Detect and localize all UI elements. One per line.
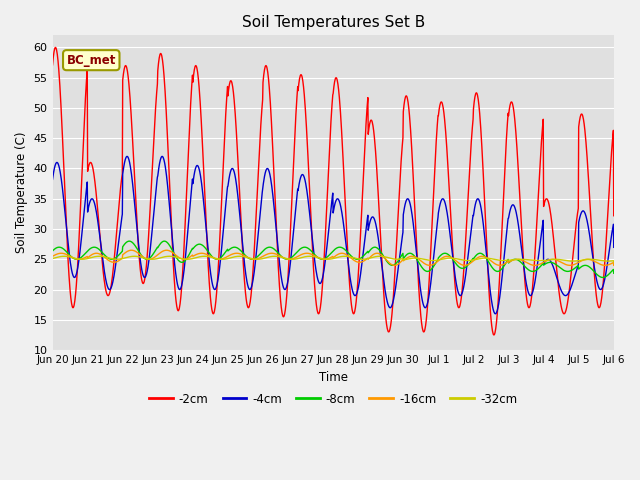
-16cm	[348, 256, 356, 262]
-8cm	[273, 249, 281, 254]
-2cm	[52, 45, 60, 50]
-2cm	[49, 62, 56, 68]
-4cm	[397, 240, 405, 245]
-4cm	[426, 284, 434, 289]
-8cm	[426, 267, 434, 273]
-16cm	[308, 252, 316, 257]
Legend: -2cm, -4cm, -8cm, -16cm, -32cm: -2cm, -4cm, -8cm, -16cm, -32cm	[145, 388, 522, 410]
Y-axis label: Soil Temperature (C): Soil Temperature (C)	[15, 132, 28, 253]
-32cm	[308, 253, 316, 259]
-2cm	[397, 153, 405, 159]
-4cm	[124, 154, 131, 159]
-32cm	[60, 253, 68, 259]
-16cm	[63, 252, 70, 257]
-2cm	[273, 236, 281, 242]
X-axis label: Time: Time	[319, 371, 348, 384]
-32cm	[397, 256, 405, 262]
Line: -4cm: -4cm	[52, 156, 614, 314]
-32cm	[63, 253, 71, 259]
-16cm	[610, 263, 618, 268]
-32cm	[426, 258, 434, 264]
-4cm	[348, 285, 356, 290]
-8cm	[63, 249, 70, 255]
-4cm	[308, 230, 316, 236]
-2cm	[348, 305, 356, 311]
Title: Soil Temperatures Set B: Soil Temperatures Set B	[241, 15, 425, 30]
-8cm	[125, 238, 133, 244]
-2cm	[490, 332, 498, 338]
-16cm	[398, 258, 406, 264]
-32cm	[610, 259, 618, 265]
-2cm	[610, 213, 618, 218]
-16cm	[427, 263, 435, 268]
-4cm	[49, 177, 56, 182]
-8cm	[348, 254, 356, 260]
-8cm	[49, 248, 56, 254]
-16cm	[127, 247, 135, 253]
-16cm	[49, 253, 56, 259]
-8cm	[599, 275, 607, 280]
-2cm	[63, 240, 71, 246]
-32cm	[348, 254, 356, 260]
Line: -16cm: -16cm	[52, 250, 614, 265]
Line: -32cm: -32cm	[52, 256, 614, 262]
-4cm	[610, 244, 618, 250]
-32cm	[273, 253, 281, 259]
-4cm	[63, 228, 70, 234]
-4cm	[492, 311, 499, 317]
-8cm	[397, 253, 405, 259]
-8cm	[610, 270, 618, 276]
-16cm	[273, 252, 281, 257]
-2cm	[426, 256, 434, 262]
-16cm	[390, 263, 398, 268]
Line: -2cm: -2cm	[52, 48, 614, 335]
-2cm	[308, 230, 316, 236]
Text: BC_met: BC_met	[67, 54, 116, 67]
-32cm	[49, 256, 56, 262]
Line: -8cm: -8cm	[52, 241, 614, 277]
-8cm	[308, 249, 316, 254]
-4cm	[273, 234, 281, 240]
